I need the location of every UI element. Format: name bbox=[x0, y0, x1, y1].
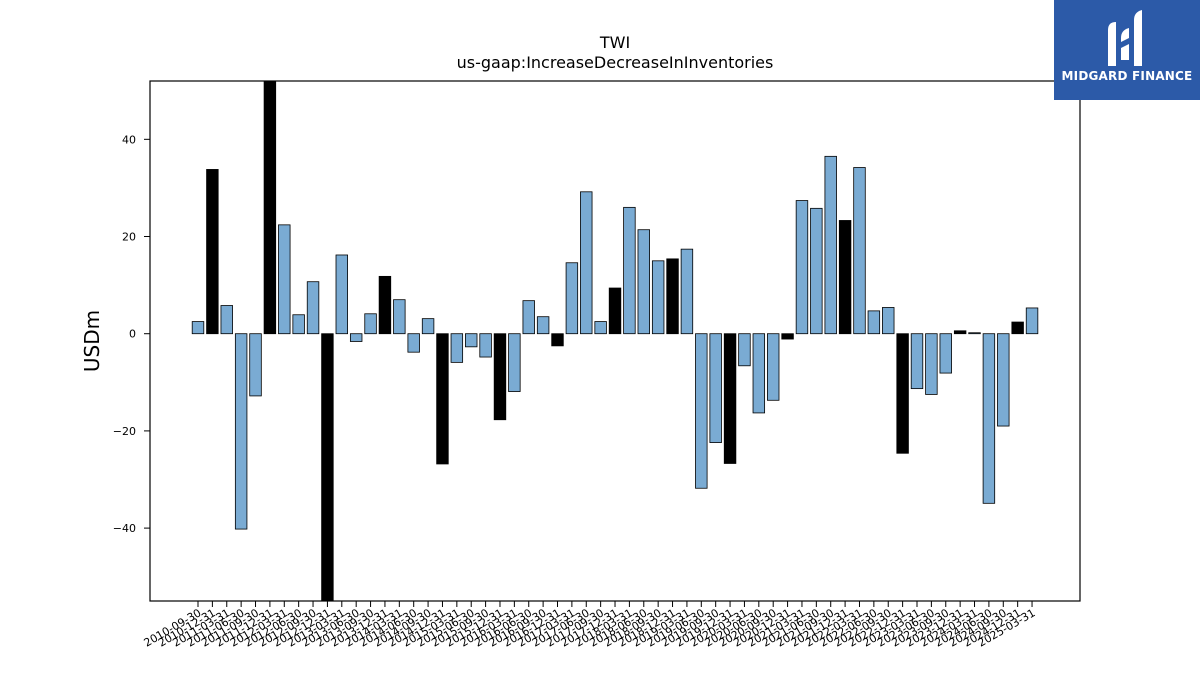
bar-2024-12-31 bbox=[1011, 321, 1024, 335]
bar-2017-12-31 bbox=[608, 287, 622, 335]
bar-2023-12-31 bbox=[953, 330, 967, 335]
bar-2013-06-30 bbox=[349, 333, 363, 342]
bar-2021-03-31 bbox=[795, 200, 809, 335]
bar-2025-03-31 bbox=[1025, 307, 1039, 335]
bar-2015-03-31 bbox=[450, 333, 464, 363]
bar-2024-06-30 bbox=[982, 333, 996, 504]
bar-2017-09-30 bbox=[594, 321, 607, 335]
bar-2011-12-31 bbox=[263, 80, 277, 335]
bar-2013-12-31 bbox=[378, 275, 392, 335]
bar-2020-12-31 bbox=[781, 333, 794, 340]
bar-2023-06-30 bbox=[925, 333, 938, 395]
bar-2016-09-30 bbox=[536, 316, 550, 335]
bar-2022-09-30 bbox=[882, 307, 895, 335]
brand-name: MIDGARD FINANCE bbox=[1061, 69, 1193, 83]
bar-2018-06-30 bbox=[637, 229, 650, 335]
bar-2012-03-31 bbox=[278, 224, 291, 335]
bar-2011-06-30 bbox=[234, 333, 248, 530]
bar-2023-09-30 bbox=[939, 333, 952, 374]
bar-2013-09-30 bbox=[364, 313, 377, 335]
bar-2023-03-31 bbox=[910, 333, 924, 390]
y-tick-label: −20 bbox=[113, 425, 136, 438]
bar-2012-06-30 bbox=[292, 314, 305, 335]
y-tick-label: 40 bbox=[122, 133, 136, 146]
bar-2015-12-31 bbox=[493, 333, 507, 421]
y-tick-label: −40 bbox=[113, 522, 136, 535]
x-axis-ticks: 2010-09-302010-12-312011-03-312011-06-30… bbox=[142, 601, 1038, 650]
chart-subtitle: us-gaap:IncreaseDecreaseInInventories bbox=[457, 53, 774, 72]
bar-2024-03-31 bbox=[968, 332, 981, 335]
bar-2012-09-30 bbox=[306, 281, 320, 335]
y-tick-label: 0 bbox=[129, 328, 136, 341]
bar-2016-12-31 bbox=[551, 333, 564, 347]
bar-2012-12-31 bbox=[321, 333, 334, 602]
bar-2021-09-30 bbox=[824, 155, 837, 335]
y-axis-label: USDm bbox=[80, 310, 104, 372]
bar-2024-09-30 bbox=[997, 333, 1010, 427]
bar-2016-03-31 bbox=[508, 333, 521, 392]
bar-2014-03-31 bbox=[393, 299, 406, 335]
bar-2021-12-31 bbox=[838, 220, 852, 335]
bar-2014-09-30 bbox=[421, 318, 435, 335]
chart-title: TWI bbox=[599, 33, 630, 52]
bar-2015-09-30 bbox=[479, 333, 492, 358]
midgard-logo-icon bbox=[1108, 10, 1142, 66]
bar-2011-03-31 bbox=[220, 305, 233, 335]
bar-2015-06-30 bbox=[465, 333, 478, 348]
bar-2020-03-31 bbox=[738, 333, 751, 367]
bar-2020-09-30 bbox=[767, 333, 780, 401]
bar-2019-03-31 bbox=[680, 248, 694, 335]
bar-2019-12-31 bbox=[723, 333, 737, 464]
bar-2020-06-30 bbox=[752, 333, 766, 414]
bar-2022-06-30 bbox=[867, 310, 881, 335]
bar-2018-03-31 bbox=[623, 206, 636, 335]
bar-2018-12-31 bbox=[666, 258, 679, 335]
bars-group bbox=[191, 80, 1039, 602]
bar-2011-09-30 bbox=[249, 333, 262, 397]
brand-logo: MIDGARD FINANCE bbox=[1054, 0, 1200, 100]
bar-2022-12-31 bbox=[896, 333, 909, 454]
bar-2010-09-30 bbox=[191, 321, 205, 335]
bar-2019-06-30 bbox=[695, 333, 708, 489]
y-tick-label: 20 bbox=[122, 231, 136, 244]
bar-2019-09-30 bbox=[709, 333, 722, 443]
bar-2013-03-31 bbox=[335, 254, 349, 335]
bar-2022-03-31 bbox=[853, 167, 866, 335]
bar-2014-12-31 bbox=[436, 333, 449, 465]
bar-2021-06-30 bbox=[810, 207, 823, 335]
bar-2010-12-31 bbox=[206, 169, 219, 335]
bar-2014-06-30 bbox=[407, 333, 420, 353]
y-axis-ticks: −40 −20 0 20 40 bbox=[113, 133, 150, 535]
bar-2016-06-30 bbox=[522, 300, 535, 335]
bar-2017-03-31 bbox=[565, 262, 579, 335]
bar-2017-06-30 bbox=[580, 191, 593, 335]
plot-frame bbox=[149, 80, 1081, 602]
bar-2018-09-30 bbox=[651, 260, 665, 335]
